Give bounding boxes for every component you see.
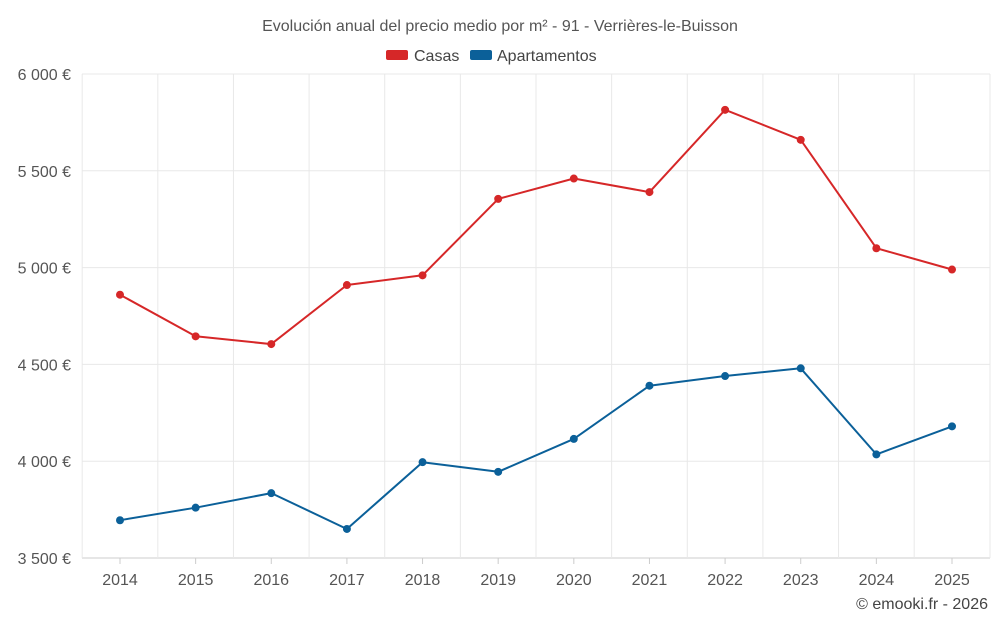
data-point bbox=[191, 332, 200, 341]
credit-text: © emooki.fr - 2026 bbox=[856, 596, 988, 613]
x-tick-label: 2016 bbox=[253, 572, 289, 589]
chart-title: Evolución anual del precio medio por m² … bbox=[262, 18, 738, 35]
y-tick-label: 4 000 € bbox=[18, 454, 71, 471]
data-point bbox=[494, 467, 503, 476]
y-tick-label: 5 500 € bbox=[18, 164, 71, 181]
x-tick-label: 2017 bbox=[329, 572, 365, 589]
series-apartamentos bbox=[116, 364, 956, 533]
data-point bbox=[872, 450, 881, 459]
legend-label: Casas bbox=[414, 48, 459, 65]
x-axis: 2014 2015 2016 2017 2018 2019 2020 2021 2022 2023… bbox=[102, 558, 970, 589]
y-tick-label: 6 000 € bbox=[18, 67, 71, 84]
data-point bbox=[267, 340, 276, 349]
data-point bbox=[342, 524, 351, 533]
y-tick-label: 3 500 € bbox=[18, 551, 71, 568]
data-point bbox=[948, 422, 956, 431]
legend-item-apartamentos: Apartamentos bbox=[470, 48, 597, 65]
y-axis: 3 500 € 4 000 € 4 500 € 5 000 € 5 500 € 6 000… bbox=[18, 67, 71, 568]
data-point bbox=[116, 516, 124, 525]
x-tick-label: 2023 bbox=[783, 572, 819, 589]
x-tick-label: 2022 bbox=[707, 572, 743, 589]
x-tick-label: 2021 bbox=[632, 572, 668, 589]
legend-item-casas: Casas bbox=[386, 48, 459, 65]
data-point bbox=[721, 372, 730, 381]
x-tick-label: 2024 bbox=[859, 572, 895, 589]
y-tick-label: 4 500 € bbox=[18, 357, 71, 374]
data-point bbox=[267, 489, 276, 498]
x-tick-label: 2020 bbox=[556, 572, 592, 589]
series-layer bbox=[116, 105, 956, 533]
series-casas bbox=[116, 105, 956, 349]
x-tick-label: 2018 bbox=[405, 572, 441, 589]
data-point bbox=[191, 503, 200, 512]
data-point bbox=[796, 135, 805, 144]
x-tick-label: 2019 bbox=[480, 572, 516, 589]
data-point bbox=[645, 188, 654, 197]
data-point bbox=[872, 244, 881, 253]
x-tick-label: 2015 bbox=[178, 572, 214, 589]
data-point bbox=[494, 194, 503, 203]
data-point bbox=[418, 271, 427, 280]
data-point bbox=[116, 290, 124, 299]
data-point bbox=[796, 364, 805, 373]
series-line bbox=[119, 367, 953, 530]
legend: Casas Apartamentos bbox=[386, 48, 597, 65]
y-tick-label: 5 000 € bbox=[18, 261, 71, 278]
data-point bbox=[342, 281, 351, 290]
data-point bbox=[418, 458, 427, 467]
x-tick-label: 2025 bbox=[934, 572, 970, 589]
legend-label: Apartamentos bbox=[497, 48, 597, 65]
legend-swatch bbox=[470, 50, 492, 60]
series-line bbox=[119, 108, 953, 346]
data-point bbox=[721, 105, 730, 114]
data-point bbox=[569, 434, 578, 443]
legend-swatch bbox=[386, 50, 408, 60]
data-point bbox=[948, 265, 956, 274]
data-point bbox=[569, 174, 578, 183]
x-tick-label: 2014 bbox=[102, 572, 138, 589]
grid bbox=[81, 73, 991, 559]
data-point bbox=[645, 381, 654, 390]
